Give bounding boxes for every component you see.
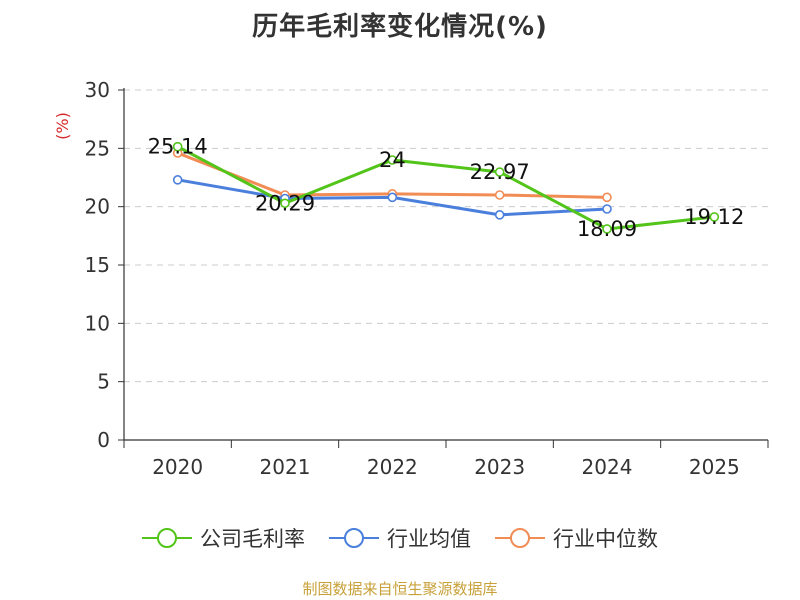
legend: 公司毛利率 行业均值 行业中位数 [0,520,800,556]
y-tick-label: 20 [85,195,110,219]
x-tick-label: 2024 [582,455,633,479]
legend-item[interactable]: 行业均值 [329,523,471,553]
x-tick-label: 2025 [689,455,740,479]
legend-label: 公司毛利率 [200,527,305,551]
x-tick-label: 2020 [152,455,203,479]
data-point [494,167,505,177]
y-tick-label: 0 [97,428,110,452]
legend-label: 行业均值 [387,527,471,551]
legend-marker-icon [142,528,192,548]
data-point [602,204,612,214]
source-footer: 制图数据来自恒生聚源数据库 [302,580,498,598]
data-point [494,190,505,200]
y-tick-label: 25 [85,136,110,160]
legend-marker-icon [329,528,379,548]
data-point [387,192,398,203]
x-tick-label: 2023 [474,455,525,479]
data-label: 24 [379,148,406,172]
y-axis-unit-label: (%) [53,112,72,140]
series-line [176,145,715,231]
y-tick-label: 10 [85,311,110,335]
data-label: 19.12 [684,205,744,229]
y-tick-label: 30 [85,78,110,102]
data-label: 22.97 [470,160,530,184]
chart-title: 历年毛利率变化情况(%) [252,12,548,42]
x-tick-label: 2021 [260,455,311,479]
data-point [602,192,612,203]
data-label: 18.09 [577,217,637,241]
legend-marker-icon [495,528,545,548]
data-point [387,155,398,165]
series-layer [172,141,720,234]
legend-label: 行业中位数 [553,527,658,551]
legend-item[interactable]: 公司毛利率 [142,523,305,553]
data-label: 25.14 [148,135,208,159]
data-point [172,175,183,185]
legend-item[interactable]: 行业中位数 [495,523,658,553]
data-point [494,210,505,220]
y-tick-label: 15 [85,253,110,277]
data-point [602,224,612,234]
grid-layer [124,89,768,383]
data-point [172,141,183,152]
label-layer: 25.14 20.29 24 22.97 18.09 19.12 [148,135,745,241]
y-tick-label: 5 [97,370,110,394]
data-point [280,198,290,209]
data-point [709,212,720,222]
x-tick-label: 2022 [367,455,418,479]
data-label: 20.29 [255,191,315,215]
